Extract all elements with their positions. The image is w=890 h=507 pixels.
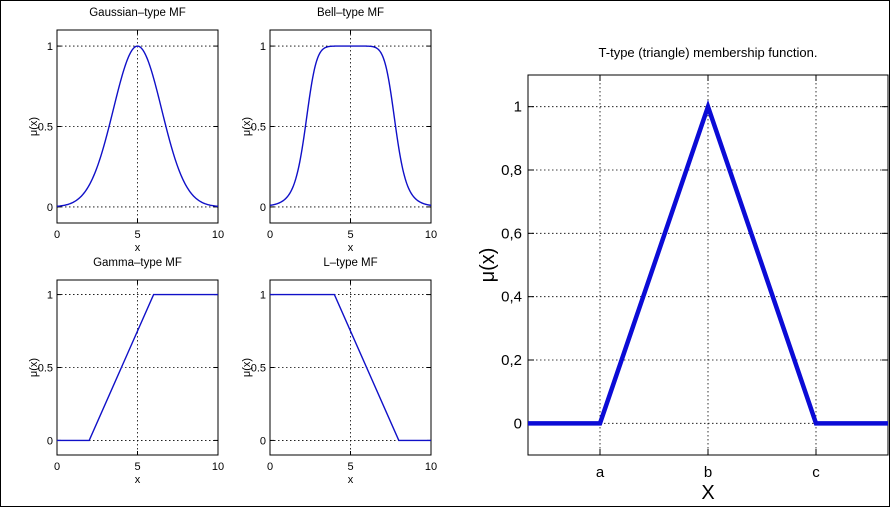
x-tick-label: 0 <box>267 461 273 473</box>
y-tick-label: 1 <box>47 290 53 302</box>
x-tick-label: 5 <box>347 461 353 473</box>
chart-title: Gaussian–type MF <box>89 7 186 19</box>
series-line <box>270 293 431 442</box>
y-tick-label: 0,6 <box>501 225 522 242</box>
x-axis-label: x <box>348 242 354 254</box>
series-line <box>528 99 888 426</box>
y-tick-label: 0.5 <box>38 122 53 134</box>
x-tick-label: a <box>596 464 605 481</box>
chart-title: L–type MF <box>323 257 377 269</box>
y-axis-label: μ(x) <box>477 248 499 283</box>
y-axis-label: μ(x) <box>28 117 40 136</box>
y-tick-label: 1 <box>260 290 266 302</box>
y-tick-label: 0.5 <box>251 363 266 375</box>
x-tick-label: 5 <box>134 229 140 241</box>
series-line <box>56 45 219 207</box>
x-tick-label: 5 <box>347 229 353 241</box>
y-tick-label: 0.5 <box>251 122 266 134</box>
y-tick-label: 0 <box>514 415 522 432</box>
x-tick-label: 0 <box>54 229 60 241</box>
y-tick-label: 1 <box>260 41 266 53</box>
chart-4: 0 5 10 0 0.5 1 L–type MF x μ(x) <box>241 257 437 486</box>
chart-title: Bell–type MF <box>317 7 384 19</box>
x-tick-label: 5 <box>134 461 140 473</box>
y-axis-label: μ(x) <box>28 358 40 377</box>
y-tick-label: 0 <box>47 435 53 447</box>
x-tick-label: 0 <box>267 229 273 241</box>
x-tick-label: 10 <box>425 461 437 473</box>
chart-title: Gamma–type MF <box>93 257 182 269</box>
chart-5: a b c 0 0,2 0,4 0,6 0,8 1 T-type (triangle) membe… <box>477 45 889 504</box>
chart-3: 0 5 10 0 0.5 1 Gamma–type MF x μ(x) <box>28 257 224 486</box>
y-tick-label: 1 <box>514 99 522 116</box>
y-axis-label: μ(x) <box>241 358 253 377</box>
x-tick-label: 10 <box>212 229 224 241</box>
x-axis-label: x <box>135 474 141 486</box>
series-line <box>269 45 432 207</box>
y-tick-label: 0 <box>47 202 53 214</box>
chart-2: 0 5 10 0 0.5 1 Bell–type MF x μ(x) <box>241 7 437 254</box>
x-tick-label: b <box>704 464 712 481</box>
y-tick-label: 0,8 <box>501 162 522 179</box>
y-tick-label: 1 <box>47 41 53 53</box>
chart-title: T-type (triangle) membership function. <box>599 45 818 60</box>
x-axis-label: X <box>701 482 714 504</box>
y-tick-label: 0.5 <box>38 363 53 375</box>
y-tick-label: 0 <box>260 202 266 214</box>
series-line <box>57 293 218 442</box>
x-tick-label: 10 <box>425 229 437 241</box>
x-tick-label: c <box>812 464 820 481</box>
x-tick-label: 10 <box>212 461 224 473</box>
chart-1: 0 5 10 0 0.5 1 Gaussian–type MF x μ(x) <box>28 7 224 254</box>
y-axis-label: μ(x) <box>241 117 253 136</box>
x-tick-label: 0 <box>54 461 60 473</box>
y-tick-label: 0,4 <box>501 289 522 306</box>
x-axis-label: x <box>348 474 354 486</box>
y-tick-label: 0 <box>260 435 266 447</box>
y-tick-label: 0,2 <box>501 352 522 369</box>
x-axis-label: x <box>135 242 141 254</box>
